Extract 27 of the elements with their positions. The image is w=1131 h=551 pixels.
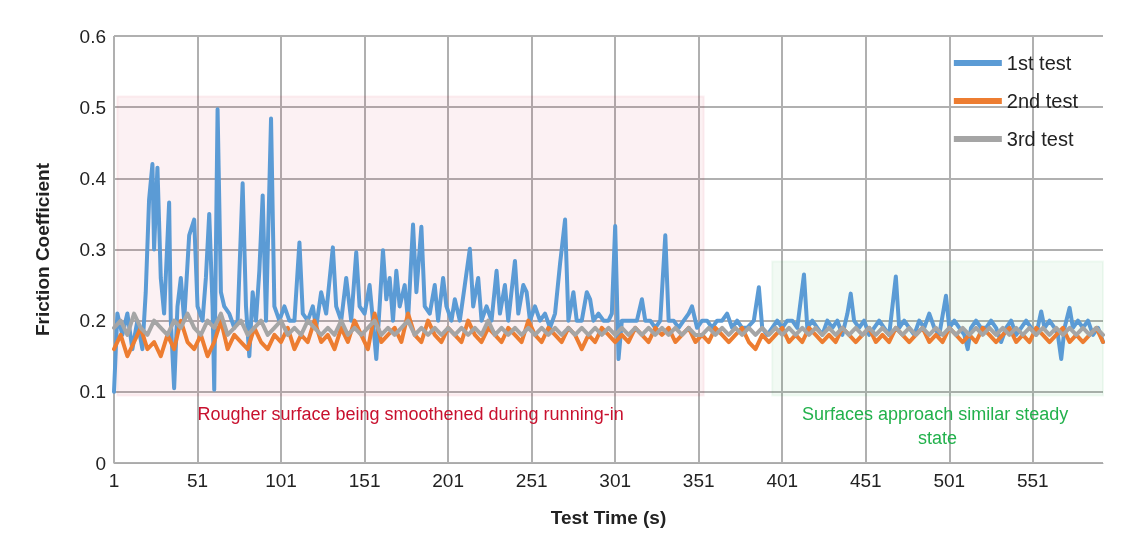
legend-label: 3rd test (1006, 128, 1074, 150)
x-tick-label: 101 (265, 470, 297, 491)
x-tick-label: 151 (348, 470, 381, 491)
y-tick-label: 0.5 (79, 96, 106, 118)
y-tick-label: 0.4 (79, 167, 107, 189)
y-tick-label: 0.6 (79, 25, 106, 47)
x-tick-label: 201 (432, 470, 464, 491)
y-tick-label: 0 (95, 452, 106, 474)
x-tick-label: 551 (1016, 470, 1049, 491)
x-tick-label: 301 (599, 470, 632, 491)
band-label: Surfaces approach similar steady state (802, 403, 1074, 448)
y-tick-label: 0.3 (79, 239, 106, 260)
y-tick-label: 0.1 (79, 381, 106, 403)
line-series (112, 107, 1105, 394)
x-tick-label: 251 (515, 470, 548, 491)
legend-label: 2nd test (1006, 90, 1079, 112)
x-tick-label: 401 (766, 470, 799, 491)
x-tick-label: 351 (682, 470, 715, 491)
y-axis-title: Friction Coefficient (32, 162, 53, 337)
x-tick-label: 451 (849, 470, 882, 491)
x-axis-title: Test Time (s) (550, 507, 667, 528)
legend-label: 1st test (1006, 52, 1072, 74)
y-tick-label: 0.2 (79, 310, 106, 332)
band-label: Rougher surface being smoothened during running-in (197, 403, 624, 424)
x-tick-label: 501 (933, 470, 966, 491)
x-tick-label: 1 (108, 470, 120, 491)
x-tick-label: 51 (186, 470, 209, 491)
